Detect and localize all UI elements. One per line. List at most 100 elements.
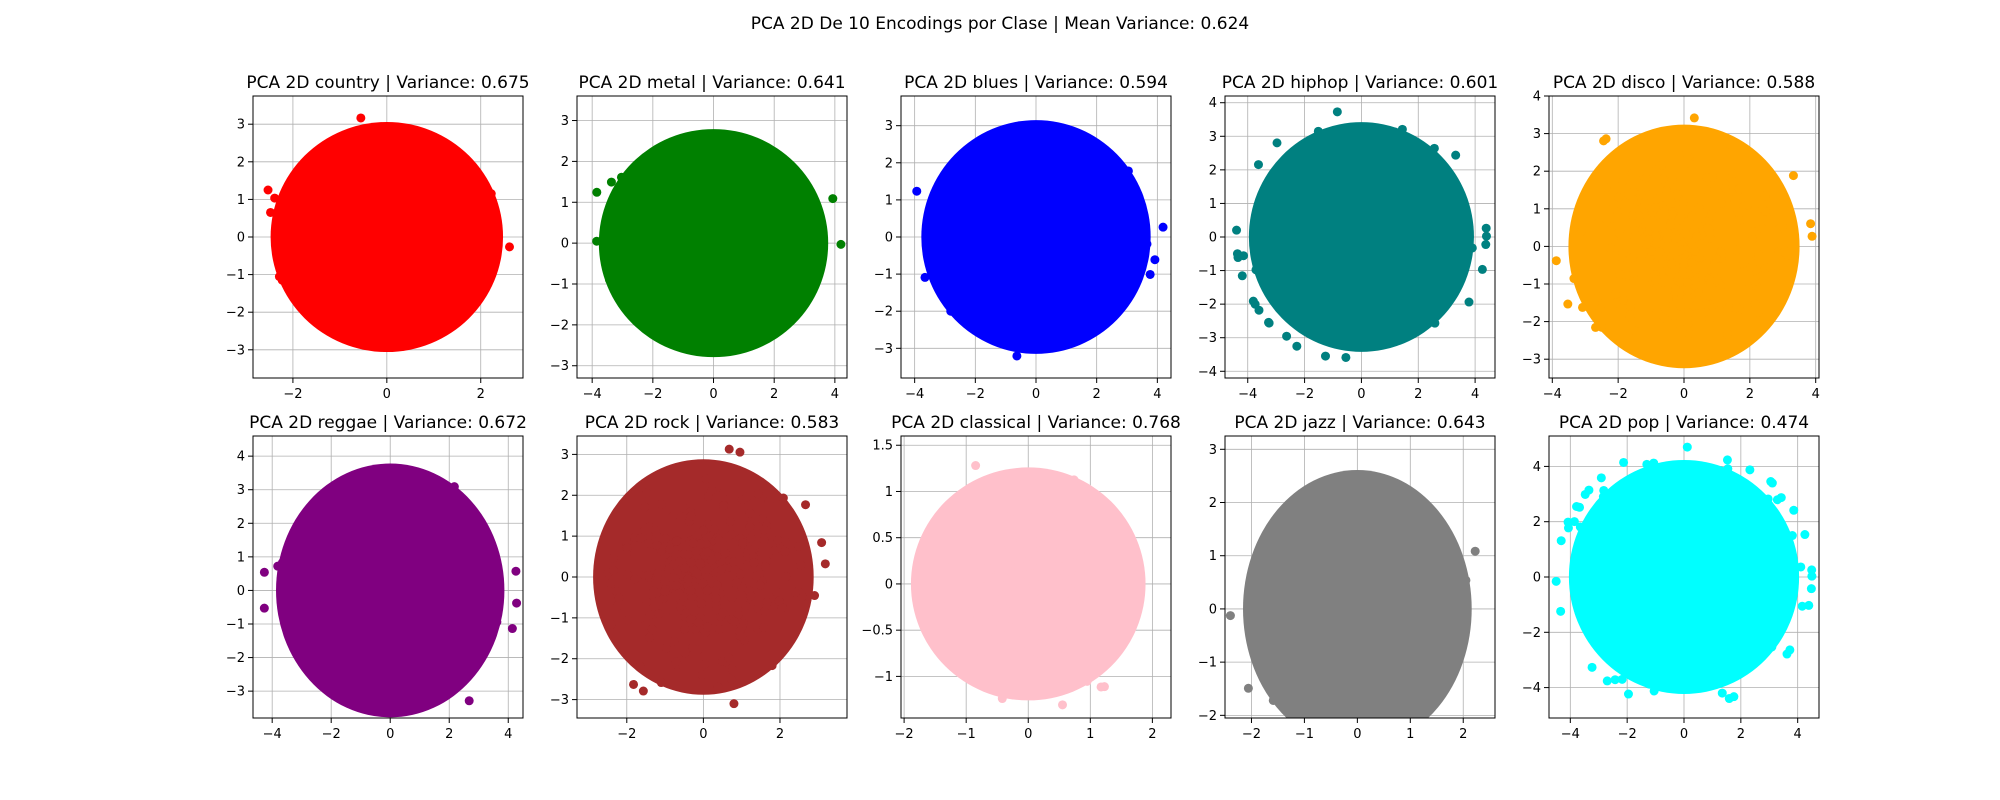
scatter-point (1451, 150, 1461, 160)
scatter-point (441, 494, 451, 504)
scatter-point (1747, 495, 1757, 505)
scatter-point (989, 317, 999, 327)
scatter-point (767, 661, 777, 671)
scatter-point (642, 488, 652, 498)
scatter-point (710, 586, 720, 596)
scatter-point (1414, 174, 1424, 184)
scatter-point (947, 245, 957, 255)
scatter-point (1059, 223, 1069, 233)
scatter-point (1053, 202, 1063, 212)
scatter-point (790, 588, 800, 598)
scatter-point (1029, 512, 1039, 522)
y-tick-label: 1 (885, 485, 893, 500)
y-tick-label: −2 (1198, 709, 1217, 724)
scatter-point (1600, 617, 1610, 627)
scatter-point (376, 181, 386, 191)
scatter-point (669, 318, 679, 328)
scatter-point (1078, 298, 1088, 308)
y-tick-label: 0 (1209, 231, 1217, 246)
scatter-point (407, 588, 417, 598)
scatter-point (1464, 297, 1474, 307)
scatter-point (1009, 540, 1019, 550)
scatter-point (1756, 639, 1766, 649)
scatter-point (362, 609, 372, 619)
scatter-point (1349, 604, 1359, 614)
scatter-point (420, 508, 430, 518)
scatter-point (1354, 557, 1364, 567)
scatter-point (1677, 538, 1687, 548)
scatter-point (1037, 219, 1047, 229)
scatter-point (997, 545, 1007, 555)
scatter-point (1703, 350, 1713, 360)
scatter-point (1374, 188, 1384, 198)
scatter-point (301, 237, 311, 247)
scatter-point (817, 538, 827, 548)
x-tick-label: −4 (1238, 387, 1257, 402)
scatter-point (430, 172, 440, 182)
scatter-point (421, 291, 431, 301)
scatter-point (440, 571, 450, 581)
scatter-point (1318, 277, 1328, 287)
scatter-point (1046, 272, 1056, 282)
scatter-point (436, 263, 446, 273)
scatter-point (412, 630, 422, 640)
scatter-point (1609, 199, 1619, 209)
scatter-point (679, 234, 689, 244)
scatter-point (1612, 207, 1622, 217)
x-tick-label: 0 (386, 727, 394, 742)
scatter-point (1743, 200, 1753, 210)
scatter-point (319, 227, 329, 237)
y-tick-label: 0 (1533, 240, 1541, 255)
scatter-point (1445, 255, 1455, 265)
scatter-point (1344, 186, 1354, 196)
scatter-point (1741, 621, 1751, 631)
scatter-point (636, 533, 646, 543)
scatter-point (746, 533, 756, 543)
scatter-point (1649, 597, 1659, 607)
x-tick-label: −2 (283, 387, 302, 402)
scatter-point (1398, 305, 1408, 315)
scatter-point (1662, 468, 1672, 478)
scatter-point (681, 608, 691, 618)
scatter-point (1717, 582, 1727, 592)
scatter-point (1342, 274, 1352, 284)
scatter-point (1291, 682, 1301, 692)
scatter-point (1295, 610, 1305, 620)
scatter-point (741, 232, 751, 242)
scatter-point (1115, 269, 1125, 279)
scatter-point (696, 159, 706, 169)
scatter-point (606, 177, 616, 187)
scatter-point (622, 569, 632, 579)
scatter-point (377, 156, 387, 166)
scatter-point (1158, 222, 1168, 232)
scatter-point (657, 206, 667, 216)
scatter-point (732, 578, 742, 588)
scatter-point (1644, 623, 1654, 633)
scatter-point (1392, 174, 1402, 184)
scatter-point (723, 532, 733, 542)
scatter-point (1661, 535, 1671, 545)
scatter-point (1745, 465, 1755, 475)
scatter-point (1274, 199, 1284, 209)
scatter-point (1354, 230, 1364, 240)
scatter-point (1806, 584, 1816, 594)
scatter-point (652, 540, 662, 550)
scatter-point (1651, 492, 1661, 502)
y-tick-label: 1 (1209, 549, 1217, 564)
scatter-point (1284, 228, 1294, 238)
scatter-point (989, 265, 999, 275)
scatter-point (1670, 234, 1680, 244)
scatter-point (1289, 177, 1299, 187)
x-tick-label: −1 (957, 727, 976, 742)
scatter-point (335, 186, 345, 196)
scatter-point (729, 699, 739, 709)
scatter-point (1018, 263, 1028, 273)
scatter-point (676, 204, 686, 214)
axes-frame (900, 435, 1172, 719)
scatter-point (733, 286, 743, 296)
scatter-point (1349, 242, 1359, 252)
scatter-point (1676, 519, 1686, 529)
